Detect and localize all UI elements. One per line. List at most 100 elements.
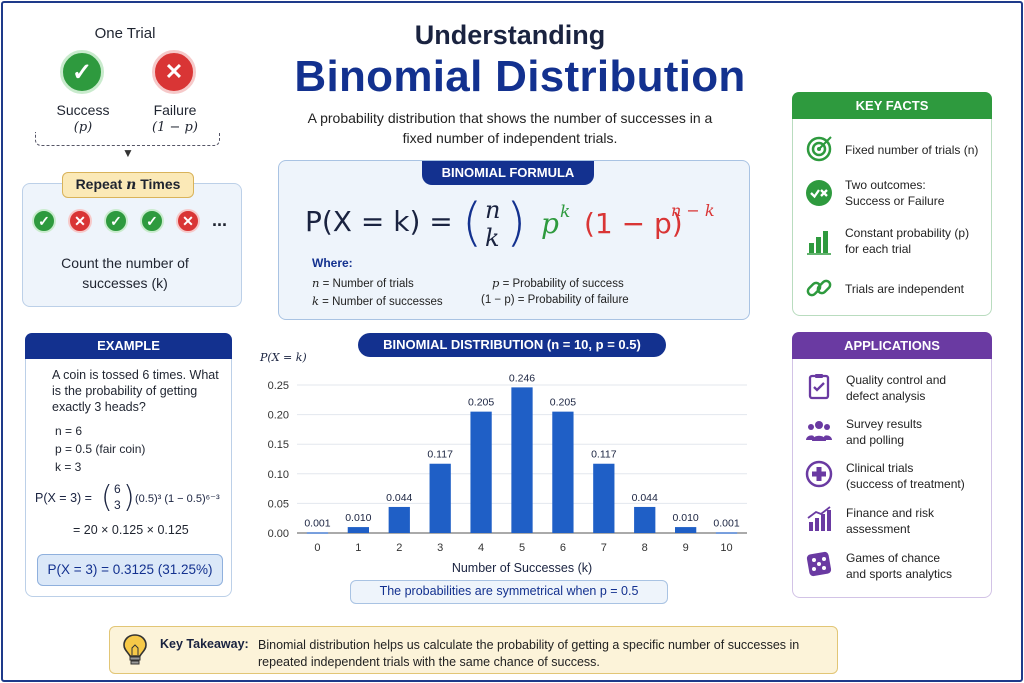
ellipsis: ... bbox=[212, 210, 228, 230]
bar bbox=[429, 463, 451, 533]
y-tick-label: 0.10 bbox=[268, 469, 289, 481]
trial-sequence: ✓ ✕ ✓ ✓ ✕ bbox=[32, 209, 212, 235]
x-tick-label: 5 bbox=[519, 542, 525, 554]
formula-q: (1 − p) bbox=[584, 207, 683, 240]
application-item: Clinical trials (success of treatment) bbox=[846, 460, 986, 492]
x-tick-label: 3 bbox=[437, 542, 443, 554]
x-tick-label: 9 bbox=[683, 542, 689, 554]
x-tick-label: 6 bbox=[560, 542, 566, 554]
fact-line2: Success or Failure bbox=[845, 194, 945, 208]
x-tick-label: 10 bbox=[720, 542, 732, 554]
app-line2: assessment bbox=[846, 522, 911, 536]
def-q-text: = Probability of failure bbox=[514, 294, 629, 306]
app-line1: Games of chance bbox=[846, 551, 941, 565]
x-tick-label: 7 bbox=[601, 542, 607, 554]
example-panel bbox=[25, 333, 232, 597]
example-question: A coin is tossed 6 times. What is the pr… bbox=[52, 368, 219, 414]
def-q: (1 − p) = Probability of failure bbox=[481, 294, 629, 306]
app-line1: Clinical trials bbox=[846, 461, 914, 475]
application-item: Quality control and defect analysis bbox=[846, 372, 986, 404]
data-label: 0.044 bbox=[632, 492, 658, 504]
binom-top: n bbox=[485, 196, 500, 224]
paren-left: ( bbox=[462, 193, 482, 253]
chart-title: BINOMIAL DISTRIBUTION (n = 10, p = 0.5) bbox=[358, 333, 666, 357]
formula-p-exp: k bbox=[560, 202, 570, 222]
formula-pill: BINOMIAL FORMULA bbox=[422, 161, 594, 185]
y-tick-label: 0.15 bbox=[268, 439, 289, 451]
example-equation: P(X = 3) = ( 6 3 ) (0.5)³ (1 − 0.5)⁶⁻³ bbox=[35, 480, 220, 515]
repeat-var: n bbox=[126, 177, 137, 193]
y-tick-label: 0.05 bbox=[268, 498, 289, 510]
bar bbox=[347, 527, 369, 533]
binomial-bar-chart: P(X = k) 0.00 0.05 0.10 0.15 0.20 0.25 0.001 0 0.… bbox=[259, 351, 747, 575]
link-icon bbox=[806, 279, 832, 297]
chart-note: The probabilities are symmetrical when p… bbox=[350, 580, 668, 604]
title-small: Understanding bbox=[414, 20, 606, 50]
application-item: Survey results and polling bbox=[846, 416, 986, 448]
fact-line1: Two outcomes: bbox=[845, 178, 926, 192]
takeaway-text: Binomial distribution helps us calculate… bbox=[258, 638, 800, 669]
success-text: Success bbox=[56, 102, 110, 118]
clipboard-check-icon bbox=[808, 374, 830, 400]
y-tick-label: 0.25 bbox=[268, 380, 289, 392]
failure-param: (1 − p) bbox=[152, 120, 198, 135]
x-tick-label: 0 bbox=[314, 542, 320, 554]
data-label: 0.117 bbox=[427, 449, 453, 461]
repeat-prefix: Repeat bbox=[75, 176, 127, 192]
x-tick-label: 2 bbox=[396, 542, 402, 554]
data-label: 0.205 bbox=[468, 397, 494, 409]
failure-icon: ✕ bbox=[176, 209, 200, 233]
eq-paren-left: ( bbox=[101, 480, 113, 515]
data-label: 0.044 bbox=[386, 492, 412, 504]
app-line2: and sports analytics bbox=[846, 567, 953, 581]
applications-header: APPLICATIONS bbox=[792, 332, 992, 359]
def-p: p = Probability of success bbox=[492, 276, 624, 290]
def-n-text: = Number of trials bbox=[319, 278, 414, 290]
def-q-sym: (1 − p) bbox=[481, 294, 515, 306]
lightbulb-icon bbox=[123, 634, 147, 665]
def-p-sym: p bbox=[492, 276, 500, 290]
binomial-formula: P(X = k) = ( n k ) p k (1 − p) n − k bbox=[305, 193, 715, 253]
bar bbox=[634, 506, 656, 533]
success-icon: ✓ bbox=[32, 209, 56, 233]
x-tick-label: 1 bbox=[355, 542, 361, 554]
target-icon bbox=[806, 136, 832, 162]
data-label: 0.205 bbox=[550, 397, 576, 409]
example-header: EXAMPLE bbox=[25, 333, 232, 359]
data-label: 0.010 bbox=[345, 512, 371, 524]
eq-rest: (0.5)³ (1 − 0.5)⁶⁻³ bbox=[135, 493, 220, 505]
success-param: (p) bbox=[73, 120, 93, 135]
failure-label: Failure (1 − p) bbox=[138, 101, 212, 137]
example-calc: = 20 × 0.125 × 0.125 bbox=[73, 523, 189, 537]
example-p: p = 0.5 (fair coin) bbox=[55, 442, 146, 456]
people-icon bbox=[806, 421, 832, 441]
where-title: Where: bbox=[312, 256, 353, 270]
def-p-text: = Probability of success bbox=[499, 278, 624, 290]
x-axis-label: Number of Successes (k) bbox=[452, 561, 592, 575]
caption-line1: Count the number of bbox=[61, 255, 189, 271]
key-fact-item: Two outcomes: Success or Failure bbox=[845, 177, 985, 209]
application-item: Finance and risk assessment bbox=[846, 505, 986, 537]
def-k-text: = Number of successes bbox=[318, 296, 443, 308]
repeat-suffix: Times bbox=[136, 176, 181, 192]
eq-binom-top: 6 bbox=[114, 482, 121, 496]
key-fact-item: Constant probability (p) for each trial bbox=[845, 225, 985, 257]
def-n-sym: n bbox=[312, 276, 320, 290]
success-icon: ✓ bbox=[104, 209, 128, 233]
data-label: 0.117 bbox=[591, 449, 617, 461]
page-title: Binomial Distribution bbox=[294, 52, 746, 101]
bar bbox=[388, 506, 410, 533]
eq-binom-bottom: 3 bbox=[114, 498, 121, 512]
app-line2: defect analysis bbox=[846, 389, 926, 403]
example-n: n = 6 bbox=[55, 424, 83, 438]
y-tick-label: 0.00 bbox=[268, 528, 289, 540]
dice-icon bbox=[806, 551, 832, 577]
down-arrow-icon: ▼ bbox=[122, 146, 134, 160]
y-tick-label: 0.20 bbox=[268, 410, 289, 422]
app-line2: and polling bbox=[846, 433, 905, 447]
formula-lhs: P(X = k) = bbox=[305, 205, 453, 238]
formula-p: p bbox=[541, 207, 559, 240]
failure-text: Failure bbox=[153, 102, 197, 118]
app-line2: (success of treatment) bbox=[846, 477, 965, 491]
check-x-icon bbox=[806, 180, 832, 206]
